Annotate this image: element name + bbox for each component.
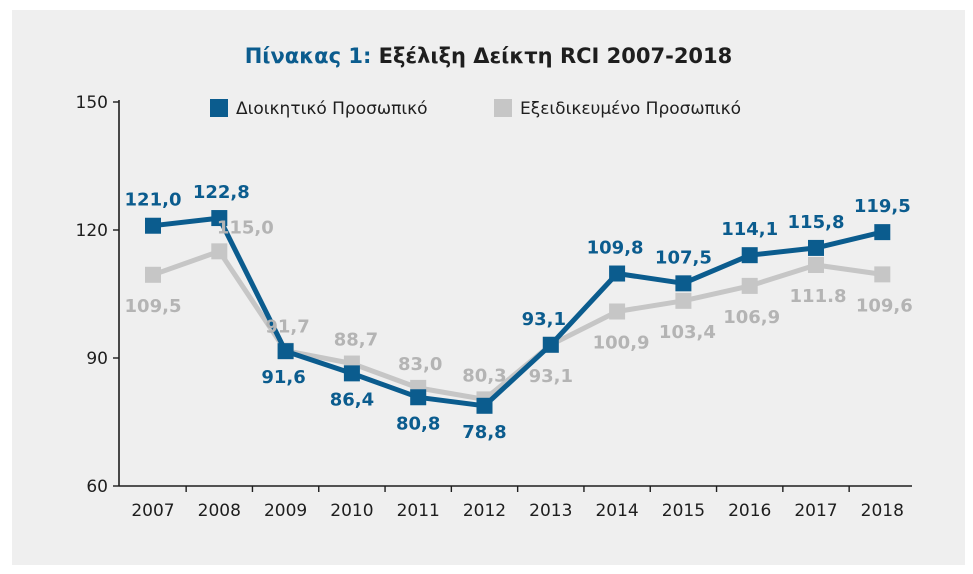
y-tick-label: 150 xyxy=(76,93,108,113)
series-line-1 xyxy=(152,215,883,409)
x-tick-label: 2017 xyxy=(794,501,837,521)
series-1-marker xyxy=(542,336,559,353)
y-tick-label: 60 xyxy=(86,477,108,497)
series-1-marker xyxy=(741,247,758,264)
x-tick-label: 2008 xyxy=(198,501,241,521)
series-1-data-label: 115,8 xyxy=(788,212,845,233)
series-2-data-label: 106,9 xyxy=(723,307,780,328)
series-1-data-label: 121,0 xyxy=(125,190,182,211)
series-2-marker xyxy=(211,243,228,260)
series-2-marker xyxy=(741,277,758,294)
series-2-data-label: 91,7 xyxy=(265,317,309,338)
x-tick-label: 2012 xyxy=(463,501,506,521)
legend-label-2: Εξειδικευμένο Προσωπικό xyxy=(520,99,741,119)
legend-marker-1 xyxy=(210,99,228,117)
series-1-marker xyxy=(808,239,824,256)
series-2-marker xyxy=(609,303,626,320)
x-tick-label: 2010 xyxy=(330,501,373,521)
series-1-data-label: 114,1 xyxy=(721,219,778,240)
series-1-data-label: 122,8 xyxy=(193,182,250,203)
x-tick-label: 2009 xyxy=(264,501,307,521)
x-tick-label: 2015 xyxy=(662,501,705,521)
series-1-marker xyxy=(410,389,427,406)
series-1-data-label: 80,8 xyxy=(396,413,440,434)
y-tick-label: 90 xyxy=(86,349,108,369)
series-1-data-label: 107,5 xyxy=(655,247,712,268)
series-2-data-label: 88,7 xyxy=(334,330,378,351)
series-1-data-label: 93,1 xyxy=(522,309,566,330)
x-tick-label: 2013 xyxy=(529,501,572,521)
series-1-marker xyxy=(874,224,891,241)
chart-title-text: Εξέλιξη Δείκτη RCI 2007-2018 xyxy=(378,44,733,68)
series-2-data-label: 109,6 xyxy=(856,295,913,316)
x-tick-label: 2018 xyxy=(861,501,904,521)
series-2-data-label: 93,1 xyxy=(529,366,573,387)
y-tick-label: 120 xyxy=(76,221,108,241)
chart-panel: Πίνακας 1: Εξέλιξη Δείκτη RCI 2007-2018 … xyxy=(12,10,965,565)
series-1-data-label: 109,8 xyxy=(587,238,644,259)
series-1-marker xyxy=(609,265,626,282)
x-tick-label: 2011 xyxy=(397,501,440,521)
series-1-marker xyxy=(675,275,692,292)
series-1-data-label: 86,4 xyxy=(330,389,374,410)
series-2-marker xyxy=(874,266,891,283)
series-2-marker xyxy=(675,292,692,309)
series-1-data-label: 91,6 xyxy=(261,367,305,388)
x-tick-label: 2007 xyxy=(131,501,174,521)
x-tick-label: 2014 xyxy=(595,501,638,521)
series-2-data-label: 83,0 xyxy=(398,354,442,375)
series-2-marker xyxy=(808,256,824,273)
legend-label-1: Διοικητικό Προσωπικό xyxy=(236,99,428,119)
chart-title: Πίνακας 1: Εξέλιξη Δείκτη RCI 2007-2018 xyxy=(12,44,965,68)
series-1-data-label: 78,8 xyxy=(462,422,506,443)
legend-marker-2 xyxy=(494,99,512,117)
series-2-data-label: 109,5 xyxy=(125,296,182,317)
series-2-data-label: 80,3 xyxy=(462,365,506,386)
series-2-data-label: 103,4 xyxy=(659,322,716,343)
x-tick-label: 2016 xyxy=(728,501,771,521)
series-1-marker xyxy=(277,343,294,360)
chart-title-lead: Πίνακας 1: xyxy=(244,44,372,68)
series-1-marker xyxy=(211,210,228,227)
series-1-data-label: 119,5 xyxy=(854,196,911,217)
series-2-data-label: 115,0 xyxy=(217,217,274,238)
series-2-data-label: 100,9 xyxy=(593,332,650,353)
series-1-marker xyxy=(145,217,161,234)
line-chart: 60 90 120 150 2007 2008 2009 2010 2011 2012 2013 20… xyxy=(76,93,913,521)
series-2-data-label: 111.8 xyxy=(790,286,847,307)
series-1-marker xyxy=(476,397,493,414)
series-2-marker xyxy=(145,266,161,283)
series-1-marker xyxy=(343,365,360,382)
